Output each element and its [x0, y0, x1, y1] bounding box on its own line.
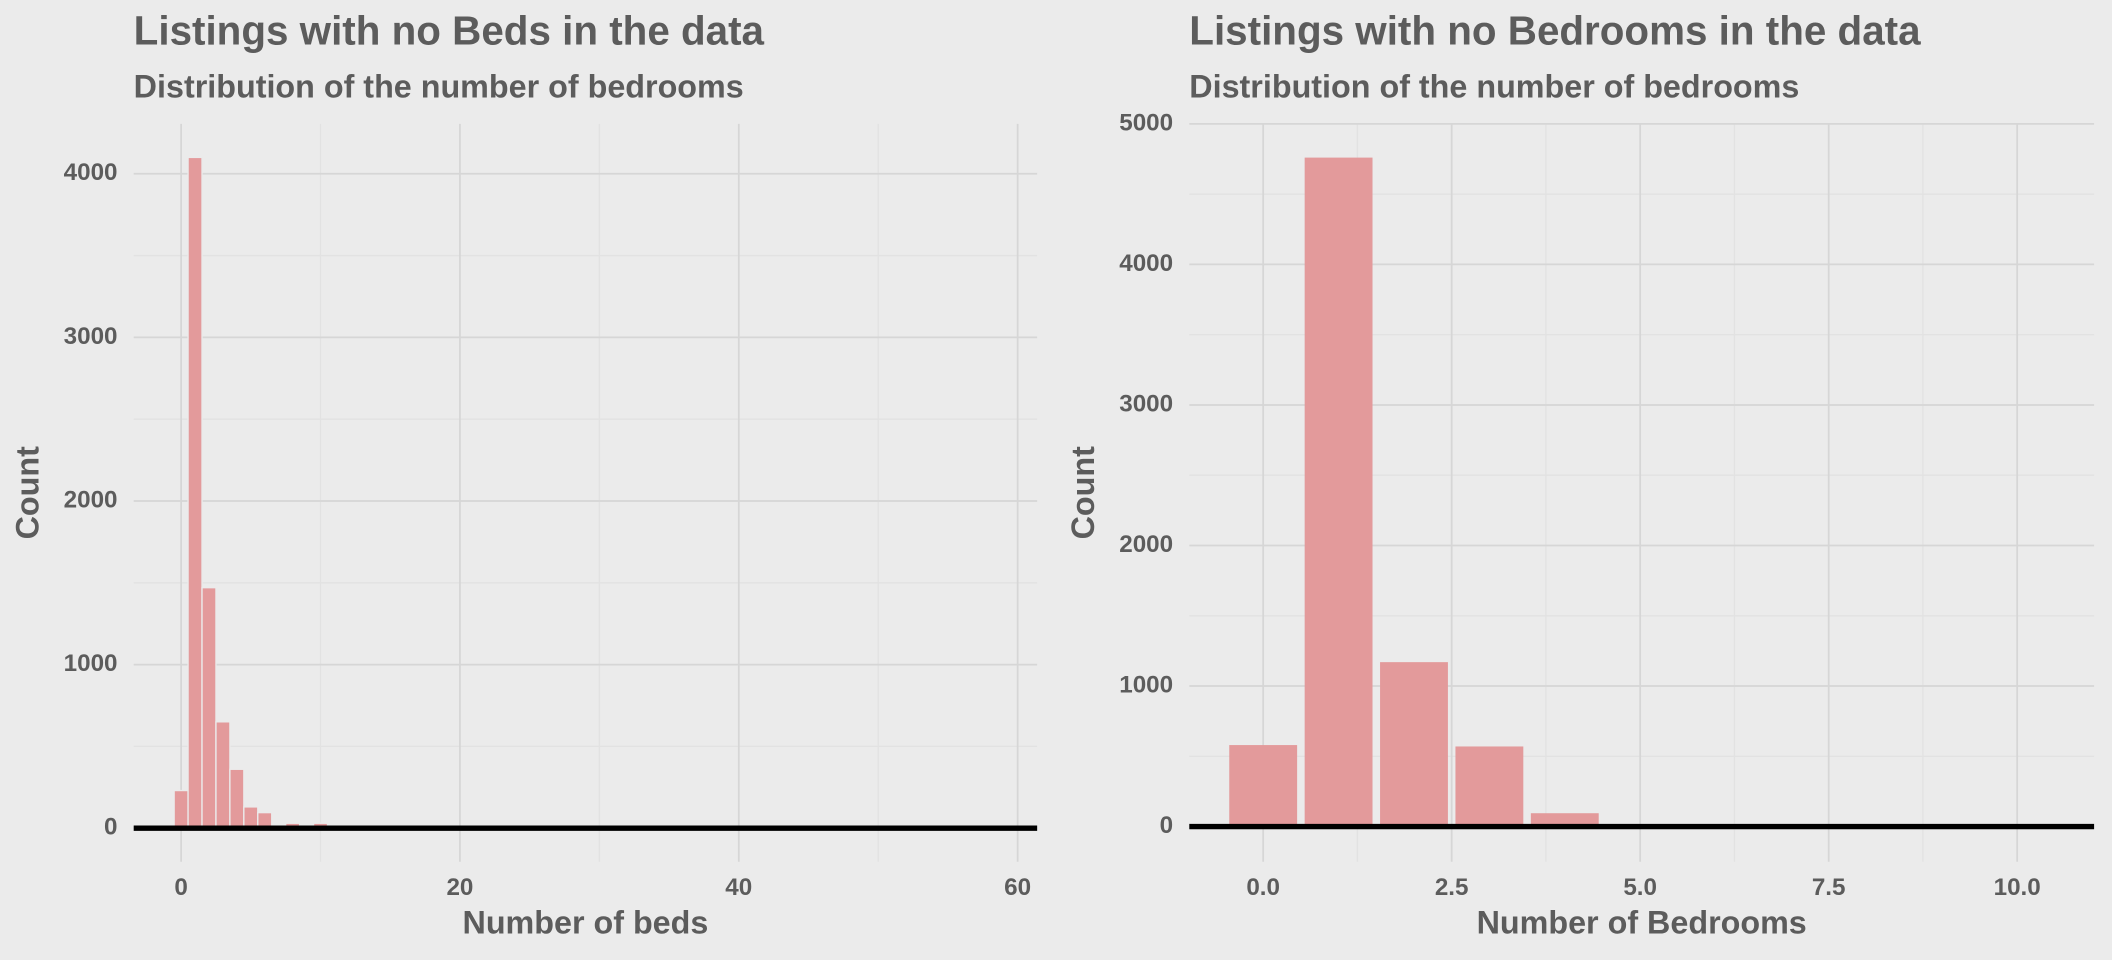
x-tick-label: 2.5: [1435, 874, 1469, 901]
bar: [229, 768, 245, 829]
y-tick-label: 0: [1160, 812, 1173, 839]
bar: [1229, 745, 1298, 827]
x-tick-label: 5.0: [1623, 874, 1657, 901]
bar: [1380, 662, 1448, 827]
y-tick-label: 3000: [1119, 390, 1173, 417]
y-tick-label: 1000: [1119, 671, 1173, 698]
y-tick-label: 5000: [1119, 109, 1173, 136]
chart-title: Listings with no Beds in the data: [134, 7, 765, 53]
chart-subtitle: Distribution of the number of bedrooms: [1189, 68, 1799, 104]
x-tick-label: 0.0: [1246, 874, 1280, 901]
y-tick-label: 4000: [1119, 250, 1173, 277]
x-tick-label: 0: [174, 874, 187, 901]
chart-subtitle: Distribution of the number of bedrooms: [134, 68, 744, 104]
bar: [173, 789, 189, 829]
chart-title: Listings with no Bedrooms in the data: [1189, 7, 1921, 53]
bar: [1455, 746, 1524, 827]
x-axis-title: Number of Bedrooms: [1477, 905, 1807, 941]
y-axis-title: Count: [1065, 446, 1101, 540]
y-tick-label: 3000: [64, 323, 118, 350]
y-tick-label: 4000: [64, 159, 118, 186]
y-tick-label: 0: [104, 814, 117, 841]
x-tick-label: 20: [446, 874, 473, 901]
y-tick-label: 1000: [64, 650, 118, 677]
x-tick-label: 10.0: [1994, 874, 2041, 901]
x-tick-label: 60: [1004, 874, 1031, 901]
bar: [243, 806, 259, 829]
y-tick-label: 2000: [1119, 531, 1173, 558]
bar: [187, 156, 203, 829]
bar: [1530, 813, 1599, 827]
x-tick-label: 40: [725, 874, 752, 901]
y-tick-label: 2000: [64, 486, 118, 513]
bar: [1304, 157, 1373, 827]
bar: [201, 587, 217, 829]
y-axis-title: Count: [10, 446, 46, 540]
bar: [215, 721, 231, 829]
x-axis-title: Number of beds: [463, 905, 709, 941]
x-tick-label: 7.5: [1812, 874, 1846, 901]
